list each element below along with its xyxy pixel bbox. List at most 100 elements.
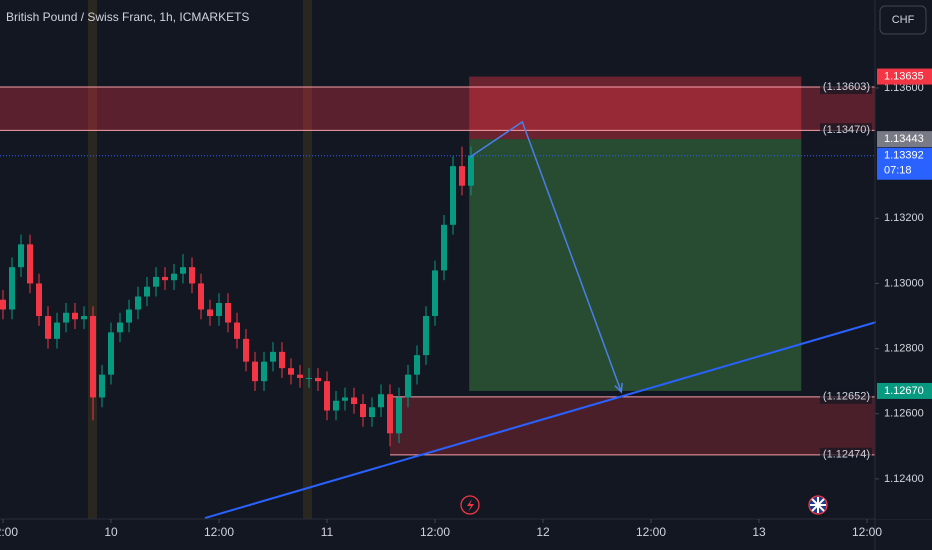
candle-body — [269, 351, 276, 362]
candle-body — [377, 394, 384, 408]
candle-body — [395, 397, 402, 434]
candle-body — [44, 316, 51, 339]
candle-body — [80, 316, 87, 320]
currency-label[interactable]: CHF — [892, 14, 915, 26]
event-icon[interactable] — [460, 495, 480, 515]
price-label-box — [877, 382, 932, 399]
level-label: (1.13470) — [823, 124, 870, 136]
level-label-bg — [820, 79, 872, 94]
candle-body — [305, 377, 312, 379]
candle-body — [17, 244, 24, 268]
candle-body — [341, 397, 348, 401]
arrow-head — [614, 382, 623, 394]
x-tick-label: 12:00 — [420, 525, 450, 539]
candle-body — [35, 283, 42, 317]
candle-body — [188, 267, 195, 284]
candle-body — [152, 276, 159, 287]
candle-body — [431, 270, 438, 317]
price-label-box — [877, 147, 932, 180]
candle-body — [458, 166, 465, 186]
x-tick-label: 13 — [752, 525, 766, 539]
y-tick-label: 1.12800 — [884, 343, 924, 355]
y-tick-label: 1.13600 — [884, 82, 924, 94]
level-label-bg — [820, 389, 872, 404]
level-label: (1.12474) — [823, 449, 870, 461]
level-label-bg — [820, 447, 872, 462]
candle-body — [287, 368, 294, 375]
candle-body — [116, 322, 123, 333]
candle-body — [422, 316, 429, 356]
candle-body — [278, 351, 285, 369]
candle-body — [8, 267, 15, 310]
zone — [0, 86, 875, 131]
y-tick-label: 1.12400 — [884, 473, 924, 485]
candle-body — [251, 361, 258, 382]
zone — [389, 396, 875, 455]
candle-body — [197, 283, 204, 310]
event-bolt — [467, 499, 474, 512]
candle-body — [260, 361, 267, 382]
candle-body — [53, 322, 60, 339]
candle-body — [242, 338, 249, 362]
chart-title: British Pound / Swiss Franc, 1h, ICMARKE… — [6, 10, 249, 24]
candle-body — [215, 302, 222, 317]
target-area — [469, 139, 802, 391]
plot: (1.13603) (1.13470) (1.12652) (1.12474) — [0, 76, 878, 519]
candle-body — [467, 155, 474, 186]
candle-body — [107, 332, 114, 375]
candle-body — [98, 374, 105, 398]
candle-body — [359, 403, 366, 418]
level-label: (1.12652) — [823, 391, 870, 403]
candle-body — [143, 286, 150, 297]
session-shade — [303, 0, 312, 519]
candle-body — [206, 309, 213, 317]
candle-body — [125, 309, 132, 323]
x-tick-label: 12:00 — [636, 525, 666, 539]
candle-body — [71, 312, 78, 320]
x-tick-label: 10 — [104, 525, 118, 539]
candle-body — [179, 267, 186, 274]
x-tick-label: 12:00 — [204, 525, 234, 539]
candle-body — [332, 400, 339, 411]
candle-body — [386, 394, 393, 434]
flag-cross — [810, 497, 826, 513]
candle-body — [368, 407, 375, 418]
candle-body — [0, 299, 6, 310]
x-tick-label: 12:00 — [0, 525, 18, 539]
candle-body — [323, 381, 330, 411]
candle-body — [170, 273, 177, 281]
countdown: 07:18 — [884, 165, 912, 177]
candle-body — [296, 374, 303, 378]
candle-body — [449, 166, 456, 225]
session-shade — [88, 0, 97, 519]
price-label-box — [877, 68, 932, 85]
x-tick-label: 12 — [536, 525, 550, 539]
candle-body — [314, 377, 321, 382]
level-label: (1.13603) — [823, 81, 870, 93]
candle-body — [233, 322, 240, 339]
candle-body — [89, 316, 96, 398]
y-tick-label: 1.13000 — [884, 277, 924, 289]
price-label: 1.12670 — [884, 385, 924, 397]
price-label: 1.13443 — [884, 133, 924, 145]
price-label: 1.13635 — [884, 70, 924, 82]
candle-body — [404, 374, 411, 398]
candle-body — [413, 355, 420, 375]
candle-body — [440, 224, 447, 271]
currency-button[interactable] — [879, 5, 927, 35]
trend-line — [204, 320, 878, 519]
candle-body — [134, 296, 141, 310]
candle-body — [26, 244, 33, 284]
stop-area — [469, 76, 802, 140]
forecast-arrow — [469, 120, 623, 393]
candle-body — [62, 312, 69, 323]
price-label: 1.13392 — [884, 150, 924, 162]
x-tick-label: 12:00 — [852, 525, 882, 539]
candle-body — [161, 276, 168, 281]
candle-body — [224, 302, 231, 323]
x-tick-label: 11 — [321, 525, 334, 539]
y-tick-label: 1.13200 — [884, 212, 924, 224]
